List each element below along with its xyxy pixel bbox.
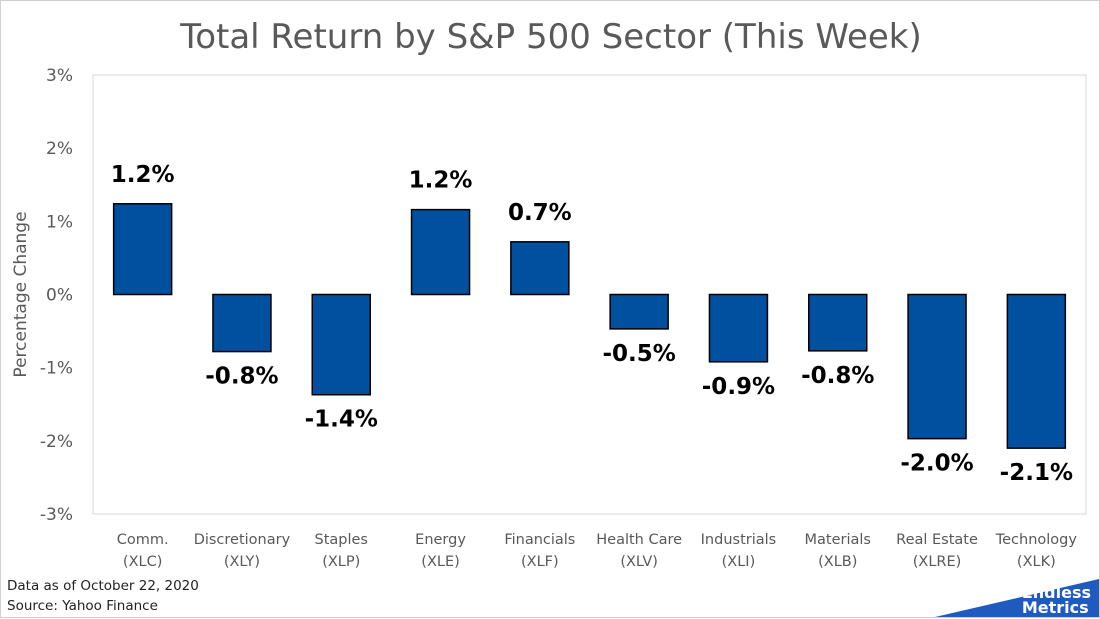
x-tick-label: (XLP) — [322, 554, 360, 570]
x-tick-label: (XLRE) — [913, 554, 962, 570]
logo-text: Endless Metrics — [1021, 583, 1091, 617]
x-tick-label: Energy — [415, 532, 466, 548]
data-label: -2.0% — [900, 451, 973, 477]
x-tick-label: (XLK) — [1017, 554, 1056, 570]
data-label: 0.7% — [508, 200, 572, 226]
bar — [112, 203, 173, 296]
x-tick-label: Technology — [995, 532, 1078, 548]
footnote: Data as of October 22, 2020 Source: Yaho… — [7, 576, 199, 616]
x-tick-label: (XLB) — [818, 554, 857, 570]
x-tick-label: Financials — [504, 532, 575, 548]
endless-metrics-logo: Endless Metrics — [935, 579, 1099, 617]
bar — [1006, 293, 1067, 449]
data-label: 1.2% — [409, 168, 473, 194]
data-label: -1.4% — [305, 407, 378, 433]
logo-shape — [935, 579, 1099, 617]
data-label: -0.8% — [801, 363, 874, 389]
bar — [708, 293, 769, 363]
chart-title: Total Return by S&P 500 Sector (This Wee… — [180, 17, 922, 57]
x-tick-label: (XLF) — [521, 554, 559, 570]
x-tick-label: Staples — [315, 532, 368, 548]
logo-line2: Metrics — [1021, 598, 1089, 617]
y-axis-title: Percentage Change — [11, 211, 31, 377]
bar — [609, 293, 669, 330]
bar — [311, 293, 371, 396]
data-label: -2.1% — [1000, 460, 1073, 486]
data-label: -0.5% — [602, 341, 675, 367]
footnote-date: Data as of October 22, 2020 — [7, 578, 199, 594]
y-tick-label: 1% — [46, 212, 73, 232]
x-tick-label: Materials — [805, 532, 871, 548]
bar — [907, 293, 967, 440]
data-label: 1.2% — [111, 162, 175, 188]
plot-area — [92, 74, 1087, 515]
x-tick-label: (XLV) — [620, 554, 658, 570]
y-tick-label: 2% — [46, 139, 73, 159]
x-tick-label: Health Care — [596, 532, 682, 548]
x-tick-label: (XLY) — [224, 554, 260, 570]
x-tick-label: (XLE) — [421, 554, 460, 570]
y-tick-label: 0% — [46, 286, 73, 306]
y-tick-label: -2% — [40, 432, 73, 452]
x-tick-label: Real Estate — [896, 532, 978, 548]
x-tick-label: Industrials — [701, 532, 777, 548]
bar — [808, 293, 868, 352]
y-tick-label: -1% — [40, 359, 73, 379]
bar — [510, 241, 570, 296]
data-label: -0.8% — [205, 364, 278, 390]
x-tick-label: Discretionary — [194, 532, 291, 548]
bar — [212, 293, 272, 353]
y-tick-label: 3% — [46, 66, 73, 86]
x-tick-label: (XLI) — [722, 554, 756, 570]
bar — [410, 208, 471, 296]
x-tick-label: Comm. — [117, 532, 169, 548]
footnote-source: Source: Yahoo Finance — [7, 598, 158, 614]
logo-line1: Endless — [1021, 583, 1091, 602]
x-tick-label: (XLC) — [123, 554, 162, 570]
data-label: -0.9% — [702, 374, 775, 400]
y-tick-label: -3% — [40, 505, 73, 525]
